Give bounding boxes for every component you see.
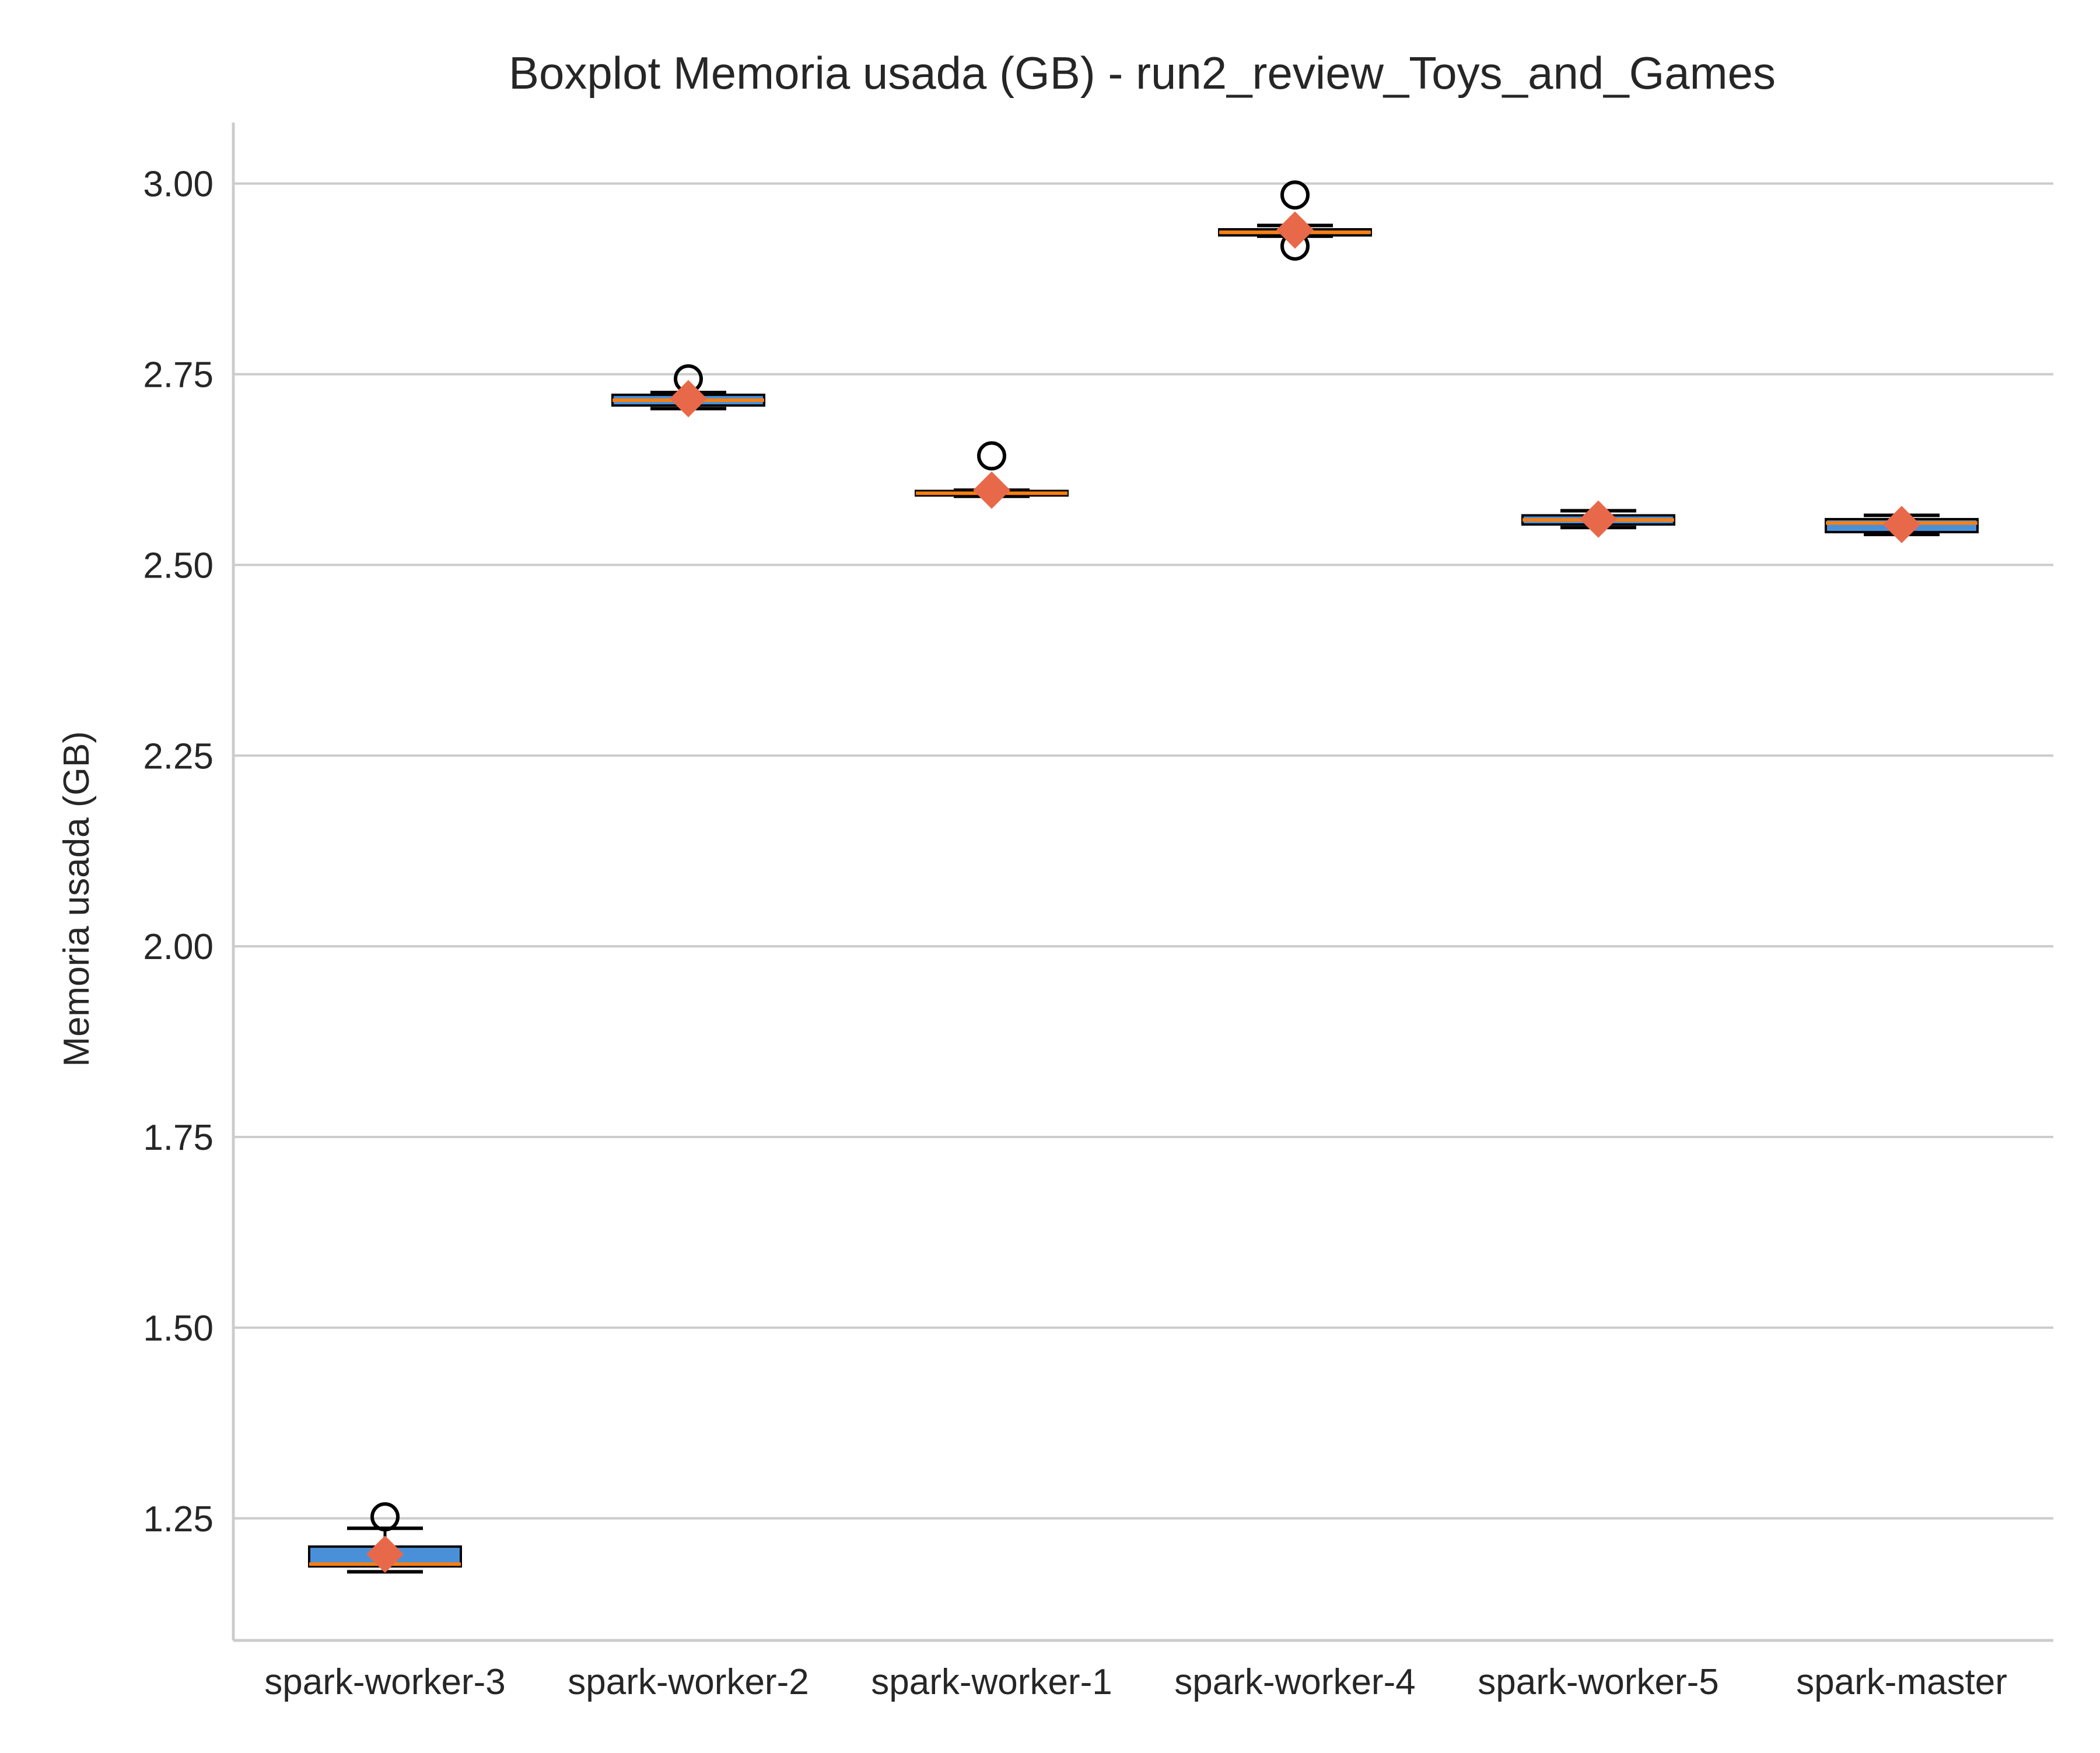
outlier-point [370, 1502, 400, 1532]
mean-marker [1276, 211, 1314, 249]
mean-marker [670, 380, 707, 418]
mean-marker [1580, 500, 1617, 538]
y-tick-label: 2.50 [143, 545, 214, 586]
box-group [1825, 506, 1979, 544]
y-tick-label: 3.00 [143, 165, 214, 205]
y-tick-label: 1.75 [143, 1118, 214, 1158]
box-group [611, 364, 765, 418]
chart-title: Boxplot Memoria usada (GB) - run2_review… [509, 47, 1776, 99]
x-tick-labels: spark-worker-3 spark-worker-2 spark-worker… [264, 1662, 2007, 1702]
y-tick-label: 2.75 [143, 355, 214, 395]
x-tick-label: spark-worker-1 [871, 1662, 1112, 1702]
grid-lines [233, 182, 2053, 1520]
y-axis-label: Memoria usada (GB) [57, 731, 97, 1066]
axes [232, 123, 2053, 1642]
mean-marker [1883, 506, 1920, 544]
box-group [308, 1502, 462, 1574]
boxes [308, 180, 1979, 1574]
box-group [1218, 180, 1372, 261]
box-group [1521, 500, 1675, 538]
outlier-point [1280, 180, 1310, 210]
x-tick-label: spark-worker-2 [568, 1662, 808, 1702]
x-tick-label: spark-worker-3 [264, 1662, 505, 1702]
mean-marker [973, 471, 1010, 509]
x-tick-label: spark-worker-4 [1174, 1662, 1415, 1702]
y-tick-label: 2.25 [143, 736, 214, 776]
x-tick-label: spark-worker-5 [1478, 1662, 1718, 1702]
box-group [915, 441, 1069, 509]
y-tick-label: 1.50 [143, 1308, 214, 1349]
outlier-point [977, 441, 1006, 471]
y-tick-label: 1.25 [143, 1499, 214, 1539]
mean-marker [366, 1535, 404, 1573]
y-tick-labels: 1.25 1.50 1.75 2.00 2.25 2.50 2.75 3.00 [143, 165, 214, 1539]
x-tick-label: spark-master [1796, 1662, 2007, 1702]
y-tick-label: 2.00 [143, 927, 214, 967]
